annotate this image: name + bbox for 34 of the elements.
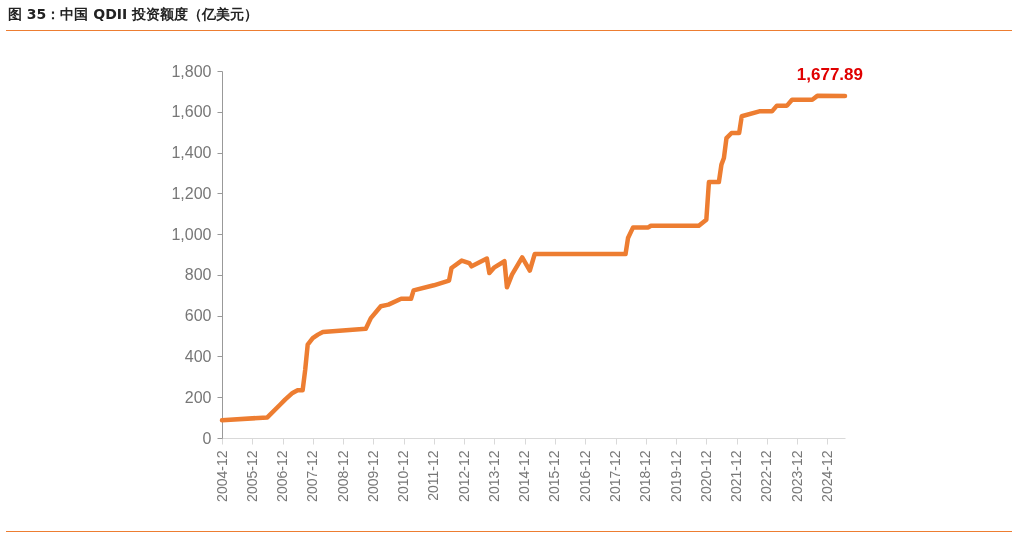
line-series xyxy=(219,93,848,423)
annotation: 1,677.89 xyxy=(796,64,863,84)
x-tick-label: 2015-12 xyxy=(546,450,563,502)
x-tick-label: 2011-12 xyxy=(425,450,442,501)
x-tick-label: 2004-12 xyxy=(213,450,230,502)
chart-title: 图 35：中国 QDII 投资额度（亿美元） xyxy=(8,6,259,24)
x-tick-label: 2020-12 xyxy=(697,450,714,502)
y-tick-label: 0 xyxy=(202,429,212,447)
y-tick-label: 400 xyxy=(184,347,212,365)
x-tick-label: 2013-12 xyxy=(485,450,502,502)
x-tick-label: 2018-12 xyxy=(637,450,654,502)
y-tick-label: 1,400 xyxy=(171,144,212,162)
x-tick-label: 2012-12 xyxy=(455,450,472,502)
x-tick-label: 2019-12 xyxy=(667,450,684,502)
y-tick-label: 1,600 xyxy=(171,103,212,121)
x-tick-label: 2010-12 xyxy=(395,450,412,502)
y-tick-label: 1,000 xyxy=(171,225,212,243)
y-tick-label: 600 xyxy=(184,307,212,325)
x-tick-label: 2008-12 xyxy=(334,450,351,502)
x-tick-label: 2024-12 xyxy=(818,450,835,502)
x-tick-label: 2014-12 xyxy=(516,450,533,502)
x-tick-label: 2005-12 xyxy=(243,450,260,502)
x-tick-label: 2007-12 xyxy=(304,450,321,502)
y-tick-label: 200 xyxy=(184,388,212,406)
x-tick-label: 2006-12 xyxy=(274,450,290,502)
x-tick-label: 2016-12 xyxy=(576,450,593,502)
y-tick-label: 1,200 xyxy=(171,184,212,202)
y-tick-label: 1,800 xyxy=(171,62,212,80)
y-tick-label: 800 xyxy=(184,266,212,284)
x-tick-label: 2017-12 xyxy=(607,450,624,502)
x-tick-label: 2021-12 xyxy=(728,450,745,502)
x-tick-label: 2022-12 xyxy=(758,450,775,502)
x-tick-label: 2009-12 xyxy=(364,450,381,502)
x-tick-label: 2023-12 xyxy=(788,450,805,502)
